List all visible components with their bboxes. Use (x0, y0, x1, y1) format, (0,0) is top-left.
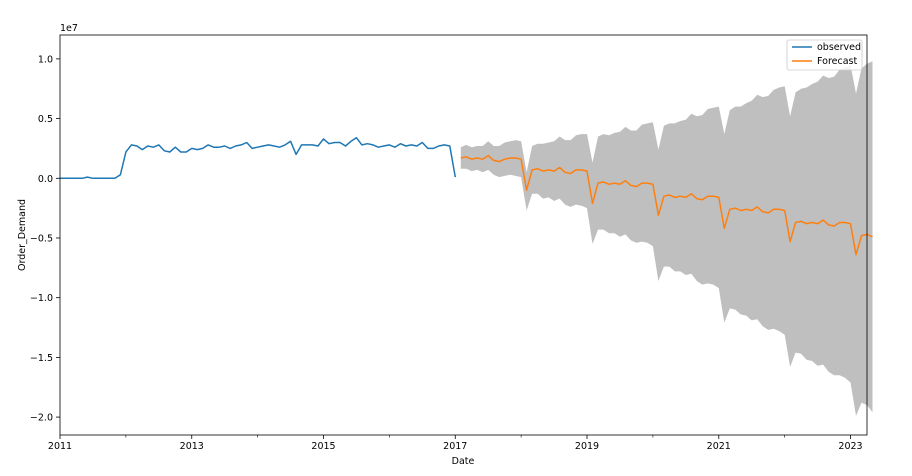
axes-frame (59, 34, 868, 436)
y-tick-label: 0.0 (38, 174, 53, 185)
legend-label-observed: observed (817, 42, 861, 53)
y-axis-label: Order_Demand (17, 199, 28, 271)
legend: observed Forecast (786, 39, 863, 71)
y-tick-label: −1.0 (30, 293, 53, 304)
y-tick-label: −0.5 (30, 233, 53, 244)
x-tick-label: 2023 (838, 441, 862, 452)
series-layer (60, 136, 873, 256)
confidence-band (460, 61, 873, 416)
series-line-observed (60, 136, 457, 180)
x-tick-label: 2015 (311, 441, 335, 452)
legend-label-forecast: Forecast (817, 56, 857, 67)
x-tick-label: 2017 (443, 441, 467, 452)
x-tick-label: 2011 (48, 441, 72, 452)
y-tick-label: −2.0 (30, 413, 53, 424)
x-tick-label: 2019 (575, 441, 599, 452)
x-tick-label: 2021 (707, 441, 731, 452)
x-axis-label: Date (452, 456, 475, 467)
y-tick-label: 0.5 (38, 114, 53, 125)
y-offset-label: 1e7 (60, 23, 78, 34)
y-tick-label: −1.5 (30, 353, 53, 364)
y-ticks: 1.0 0.5 0.0 −0.5 −1.0 −1.5 −2.0 (30, 54, 60, 424)
confidence-band-layer (460, 61, 873, 416)
x-ticks: 2011 2013 2015 2017 2019 2021 2023 (48, 435, 863, 452)
series-line-forecast (460, 154, 873, 256)
y-tick-label: 1.0 (38, 54, 53, 65)
x-tick-label: 2013 (180, 441, 204, 452)
